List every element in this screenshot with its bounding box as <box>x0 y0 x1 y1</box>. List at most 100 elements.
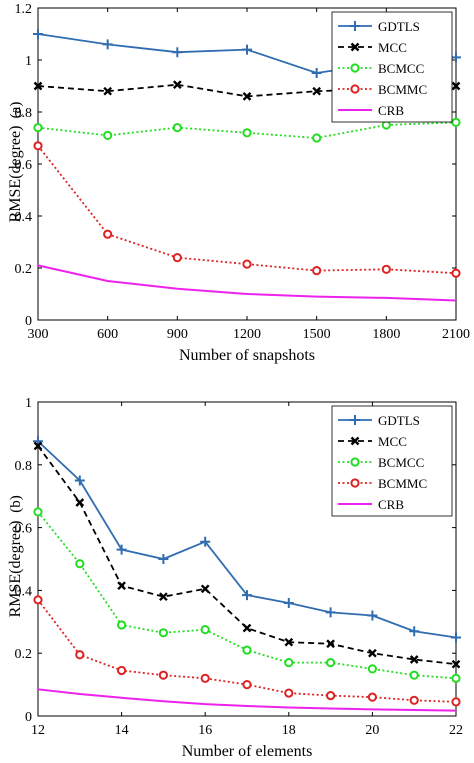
data-point <box>117 665 127 676</box>
series-bcmcc <box>33 117 461 143</box>
y-tick-label: 0 <box>25 710 32 725</box>
y-tick-label: 0.2 <box>15 647 33 662</box>
panel-label: (a) <box>8 102 24 119</box>
series-crb <box>37 688 457 712</box>
data-point <box>368 648 377 658</box>
legend-marker <box>350 63 360 73</box>
series-line <box>37 445 457 666</box>
data-point <box>242 92 252 101</box>
data-point <box>103 229 113 239</box>
series-line <box>37 145 457 275</box>
x-tick-label: 1800 <box>372 327 400 342</box>
data-point <box>172 123 182 133</box>
legend-label: GDTLS <box>378 19 420 34</box>
legend-marker <box>350 84 360 94</box>
y-tick-label: 0.2 <box>15 262 33 277</box>
data-point <box>409 655 419 664</box>
data-point <box>117 620 127 630</box>
data-point <box>283 597 294 608</box>
x-tick-label: 18 <box>282 723 296 738</box>
data-point <box>451 81 461 91</box>
data-point <box>326 639 335 649</box>
data-point <box>409 670 419 680</box>
legend-item: BCMCC <box>338 455 424 470</box>
data-point <box>451 659 461 669</box>
x-tick-label: 600 <box>97 327 118 342</box>
legend-item: CRB <box>338 497 404 512</box>
y-tick-label: 0.4 <box>15 210 33 225</box>
x-tick-label: 16 <box>198 723 212 738</box>
legend-item: BCMMC <box>338 82 427 97</box>
data-point <box>326 690 336 701</box>
data-point <box>451 632 461 643</box>
data-point <box>158 554 169 564</box>
legend-marker <box>350 436 360 446</box>
legend-marker <box>350 42 360 52</box>
plot-frame <box>37 401 457 717</box>
y-tick-label: 1.2 <box>15 2 33 17</box>
data-point <box>33 141 43 151</box>
series-crb <box>37 264 457 302</box>
data-point <box>381 264 391 274</box>
data-point <box>326 658 336 668</box>
data-point <box>103 130 113 140</box>
x-tick-label: 300 <box>28 327 49 342</box>
x-tick-label: 900 <box>167 327 188 342</box>
legend-label: BCMCC <box>378 61 424 76</box>
data-point <box>102 39 113 50</box>
legend-marker <box>350 478 360 488</box>
x-tick-label: 1200 <box>233 327 261 342</box>
legend-marker <box>350 21 360 31</box>
y-tick-label: 0.6 <box>15 158 33 173</box>
data-point <box>451 52 461 63</box>
y-axis-label: RMSE(degree) <box>7 521 24 618</box>
x-tick-label: 22 <box>449 723 463 738</box>
data-point <box>451 697 461 707</box>
data-point <box>33 29 43 39</box>
data-point <box>159 592 168 602</box>
legend-label: BCMCC <box>378 455 424 470</box>
legend-marker <box>350 415 360 425</box>
panel-label: (b) <box>8 495 24 513</box>
y-tick-label: 1 <box>25 54 32 69</box>
data-point <box>33 595 43 605</box>
x-axis-label: Number of elements <box>182 743 313 760</box>
data-point <box>409 626 420 637</box>
legend-label: MCC <box>378 434 407 449</box>
data-point <box>367 692 377 702</box>
data-point <box>242 645 252 655</box>
data-point <box>242 590 252 601</box>
legend-marker <box>350 457 360 467</box>
series-gdtls <box>33 436 461 643</box>
data-point <box>33 123 43 133</box>
y-tick-label: 0 <box>25 314 32 329</box>
data-point <box>33 81 43 91</box>
y-tick-label: 0.8 <box>15 459 33 474</box>
data-point <box>33 507 43 517</box>
data-point <box>158 670 168 680</box>
x-axis-label: Number of snapshots <box>179 347 315 364</box>
legend: GDTLS MCC BCMCC BCMMC CRB <box>331 405 453 517</box>
legend-item: MCC <box>338 434 407 449</box>
data-point <box>242 44 252 55</box>
data-point <box>103 86 113 96</box>
data-point <box>75 559 85 569</box>
data-point <box>284 637 294 647</box>
y-axis-label: RMSE(degree) <box>7 126 24 223</box>
legend-item: GDTLS <box>338 413 420 428</box>
data-point <box>409 695 419 705</box>
data-point <box>242 680 252 690</box>
legend-label: BCMMC <box>378 476 427 491</box>
legend-item: BCMMC <box>338 476 427 491</box>
series-line <box>37 264 457 302</box>
data-point <box>75 650 85 660</box>
legend-label: MCC <box>378 40 407 55</box>
legend-label: CRB <box>378 497 404 512</box>
data-point <box>242 623 252 633</box>
data-point <box>284 688 294 698</box>
data-point <box>284 658 294 668</box>
series-mcc <box>33 441 461 669</box>
data-point <box>172 80 182 90</box>
data-point <box>367 610 378 621</box>
